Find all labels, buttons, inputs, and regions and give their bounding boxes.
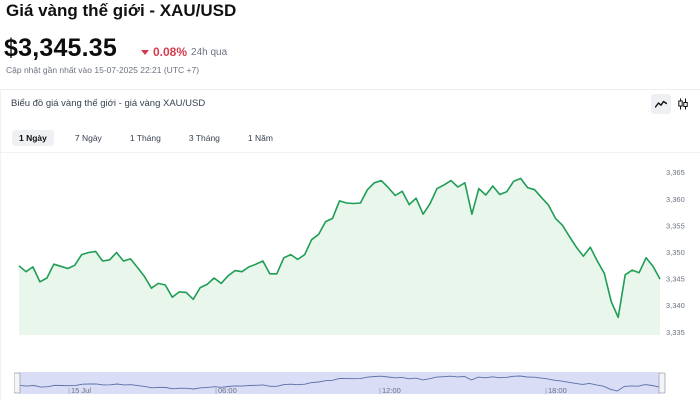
range-tab[interactable]: 1 Năm [247,133,273,143]
y-tick-label: 3,335 [666,328,685,337]
chart-panel-title: Biểu đồ giá vàng thế giới - giá vàng XAU… [11,98,206,109]
range-tab[interactable]: 3 Tháng [188,133,220,143]
price-line [18,177,661,319]
range-tab[interactable]: 1 Ngày [12,130,54,146]
line-chart-button[interactable] [651,94,671,114]
last-updated: Cập nhật gần nhất vào 15-07-2025 22:21 (… [6,65,200,75]
change-percent: 0.08% [153,45,188,59]
price-change: 0.08% 24h qua [141,45,227,59]
candlestick-chart-button[interactable] [673,94,693,114]
navigator-line [19,375,660,392]
navigator-time-label: 18:00 [548,386,567,395]
y-tick-label: 3,345 [666,275,685,284]
current-price: $3,345.35 [4,34,118,62]
navigator-handle-right[interactable] [658,372,666,394]
line-chart-icon [655,100,667,108]
range-tab[interactable]: 1 Tháng [129,133,161,143]
candlestick-icon [678,98,688,110]
navigator-time-label: 12:00 [382,386,401,395]
y-tick-label: 3,340 [666,301,685,310]
navigator-handle-left[interactable] [14,372,21,394]
y-tick-label: 3,350 [666,248,685,257]
navigator-time-labels: 15 Jul 06:00 12:00 18:00 [68,386,567,395]
price-chart[interactable]: 3,335 3,340 3,345 3,350 3,355 3,360 3,365 [0,150,700,360]
range-navigator[interactable]: 15 Jul 06:00 12:00 18:00 [14,370,666,400]
range-tabs: 1 Ngày 7 Ngày 1 Tháng 3 Tháng 1 Năm [12,130,294,146]
y-axis: 3,335 3,340 3,345 3,350 3,355 3,360 3,365 [666,168,685,337]
range-tab[interactable]: 7 Ngày [74,133,102,143]
chart-panel [0,89,700,401]
divider [0,152,700,153]
down-arrow-icon [141,49,149,55]
page-title: Giá vàng thế giới - XAU/USD [6,1,237,20]
navigator-time-label: 15 Jul [71,386,91,395]
y-tick-label: 3,365 [666,168,685,177]
change-period: 24h qua [191,46,228,58]
navigator-time-label: 06:00 [218,386,237,395]
price-area-fill [19,178,660,335]
y-tick-label: 3,360 [666,195,685,204]
y-tick-label: 3,355 [666,221,685,230]
